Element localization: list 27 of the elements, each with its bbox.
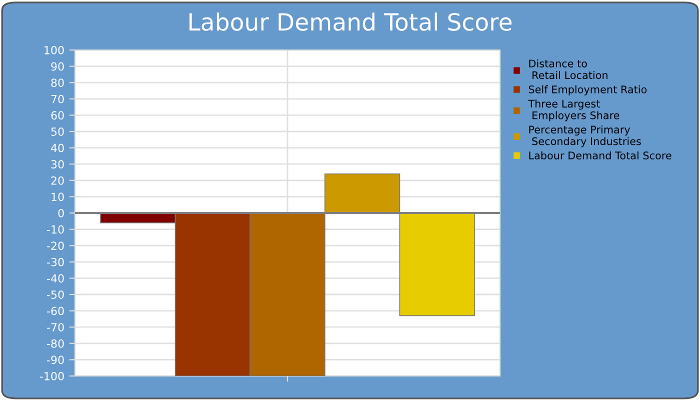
y-tick-label: 40 [50,144,64,152]
y-tick-label: -10 [46,225,64,234]
y-tick-label: -40 [46,274,64,283]
legend-label: Percentage Primary Secondary Industries [529,125,641,148]
legend-label: Three Largest Employers Share [528,100,620,122]
y-tick-label: 90 [51,62,64,71]
y-tick-label: 60 [51,111,64,120]
chart-title: Labour Demand Total Score [190,12,512,31]
y-tick-label: -100 [40,372,64,380]
y-tick-label: 30 [51,160,64,168]
y-tick-label: 0 [58,208,64,218]
y-tick-label: 100 [44,46,64,54]
y-tick-label: -70 [46,323,64,332]
legend-label: Distance to Retail Location [529,59,608,80]
y-tick-label: -20 [46,242,64,250]
y-tick-label: 70 [51,94,64,104]
y-tick-label: 10 [52,192,64,202]
y-tick-label: -90 [46,356,64,364]
y-tick-label: -60 [46,306,64,316]
y-tick-label: -30 [46,258,64,266]
legend-label: Labour Demand Total Score [529,151,672,160]
y-tick-label: -50 [46,290,64,299]
y-tick-label: 20 [51,176,64,185]
y-tick-label: 80 [51,78,64,87]
y-tick-label: 50 [51,127,64,136]
legend-label: Self Employment Ratio [528,85,647,96]
y-tick-label: -80 [46,339,64,348]
